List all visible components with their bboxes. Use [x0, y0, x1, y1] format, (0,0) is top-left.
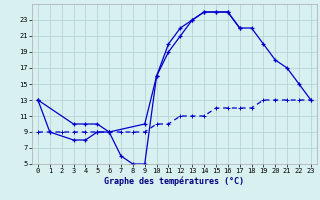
X-axis label: Graphe des températures (°C): Graphe des températures (°C) — [104, 177, 244, 186]
